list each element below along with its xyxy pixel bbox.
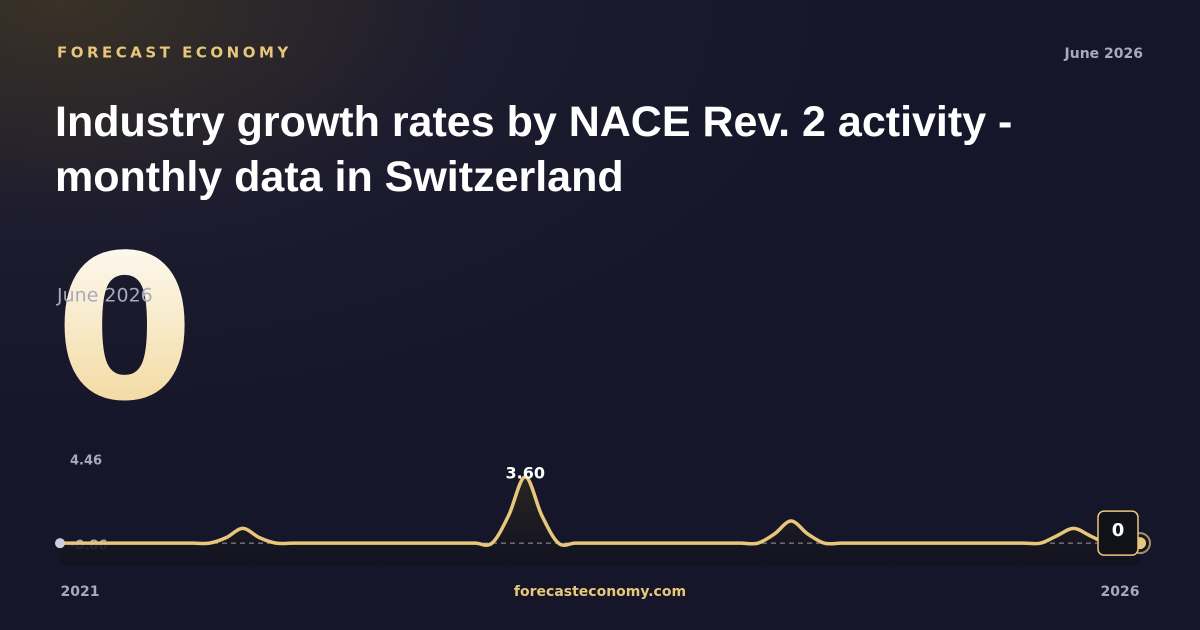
footer: forecasteconomy.com (514, 584, 686, 600)
subtitle: June 2026 (56, 285, 153, 307)
title-box: Industry growth rates by NACE Rev. 2 act… (55, 98, 1013, 201)
end-label-box (1097, 510, 1139, 556)
big-value: 0 (55, 213, 194, 446)
start-dot (55, 538, 65, 549)
brand: FORECAST ECONOMY (57, 44, 292, 62)
x-end-label: 2026 (1101, 584, 1140, 600)
chart-title: Industry growth rates by NACE Rev. 2 act… (55, 98, 1013, 201)
date: June 2026 (1064, 46, 1143, 62)
line (60, 475, 1140, 547)
y-tick-label: 4.46 (70, 454, 102, 469)
area (60, 476, 1140, 565)
value-label: 3.60 (505, 463, 544, 482)
x-start-label: 2021 (61, 584, 100, 600)
end-label: 0 (1112, 520, 1125, 541)
